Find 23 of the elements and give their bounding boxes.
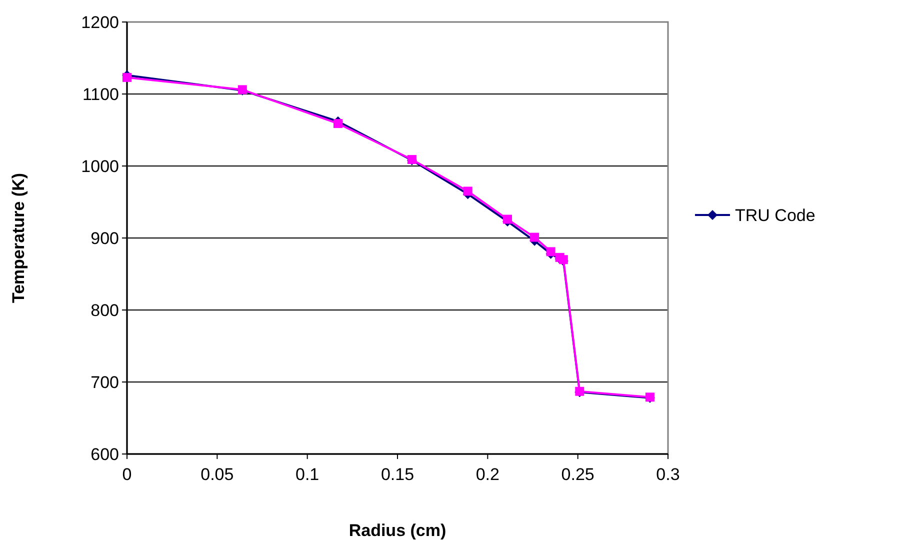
x-tick-label: 0.2 <box>476 465 500 484</box>
y-tick-label: 1100 <box>82 84 119 104</box>
point <box>546 247 556 256</box>
y-tick-label: 600 <box>90 444 119 464</box>
x-tick-label: 0.25 <box>561 465 594 484</box>
y-tick-label: 1200 <box>81 12 119 32</box>
y-axis-title: Temperature (K) <box>9 172 28 304</box>
y-tick-label: 800 <box>90 300 119 320</box>
legend-label: TRU Code <box>735 206 816 225</box>
point <box>463 186 472 196</box>
y-tick-label: 900 <box>90 228 119 248</box>
point <box>333 119 342 128</box>
y-tick-label: 700 <box>90 372 119 392</box>
y-tick-label: 1000 <box>81 156 119 176</box>
point <box>530 232 540 242</box>
x-tick-label: 0.1 <box>296 465 320 484</box>
x-axis-title: Radius (cm) <box>348 521 446 540</box>
point <box>122 72 132 82</box>
x-tick-label: 0.15 <box>380 465 414 484</box>
x-tick-label: 0 <box>122 465 132 484</box>
point <box>503 214 512 224</box>
x-tick-label: 0.05 <box>200 465 234 484</box>
x-tick-label: 0.3 <box>656 465 680 484</box>
